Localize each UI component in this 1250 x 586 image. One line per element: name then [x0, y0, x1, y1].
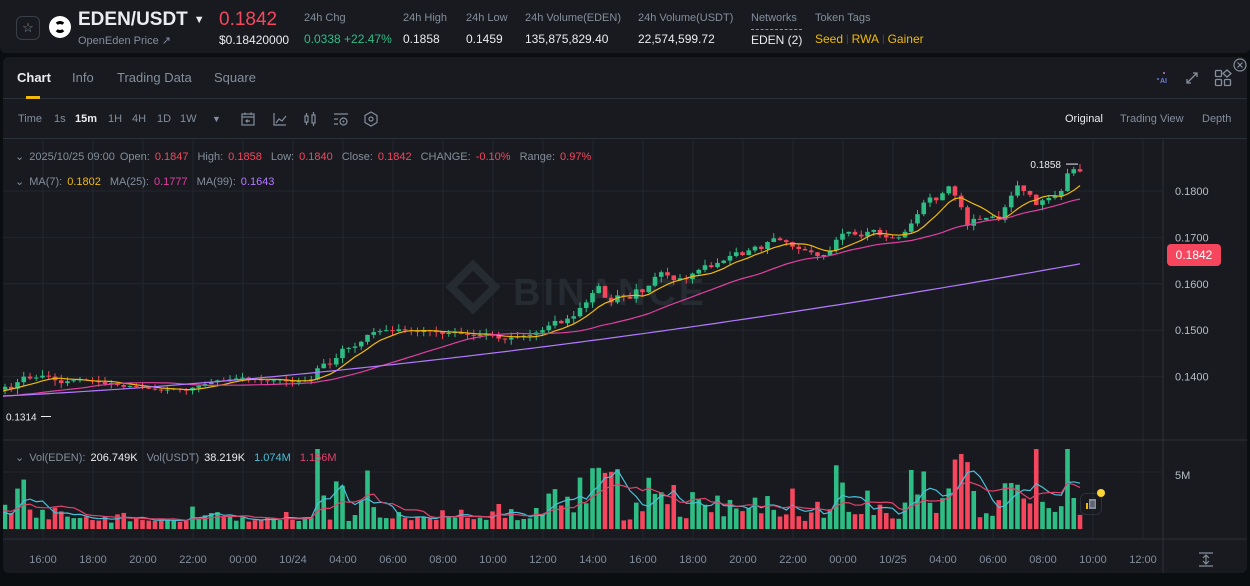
svg-text:0.1314: 0.1314 — [6, 413, 37, 424]
news-icon — [1086, 499, 1096, 509]
svg-text:0.1600: 0.1600 — [1175, 279, 1209, 291]
time-label: Time — [18, 113, 43, 125]
svg-text:14:00: 14:00 — [579, 554, 607, 566]
candlestick-chart[interactable]: 16:00 18:00 20:00 22:00 00:00 10/24 04:00 06:00… — [3, 140, 1247, 573]
svg-text:16:00: 16:00 — [29, 554, 57, 566]
svg-text:AI: AI — [1160, 78, 1167, 85]
market-header: ☆ EDEN/USDT ▼ OpenEden Price ↗ 0.1842 $0… — [0, 0, 1250, 53]
fullscreen-icon[interactable] — [1185, 71, 1199, 85]
svg-text:0.1858: 0.1858 — [1030, 160, 1061, 171]
interval-1d[interactable]: 1D — [157, 113, 172, 125]
volume-legend: ⌄ Vol(EDEN): 206.749K Vol(USDT) 38.219K 1.… — [15, 451, 337, 465]
chart-panel: Chart Info Trading Data Square AI Time 1… — [3, 57, 1247, 573]
collapse-chevron-icon[interactable]: ⌄ — [15, 452, 25, 464]
svg-text:0.1800: 0.1800 — [1175, 186, 1209, 198]
svg-text:18:00: 18:00 — [79, 554, 107, 566]
ohlc-legend: ⌄ 2025/10/25 09:00 Open: 0.1847 High: 0.18… — [15, 150, 592, 164]
svg-text:06:00: 06:00 — [379, 554, 407, 566]
svg-text:00:00: 00:00 — [229, 554, 257, 566]
close-icon[interactable] — [1233, 58, 1247, 72]
tag-seed[interactable]: Seed — [815, 32, 844, 46]
stat-24h-volume-eden: 24h Volume(EDEN) 135,875,829.40 — [525, 12, 621, 46]
star-icon: ☆ — [22, 20, 34, 35]
tab-info[interactable]: Info — [72, 70, 94, 85]
panel-tabs: Chart Info Trading Data Square AI — [3, 57, 1247, 99]
layout-grid-icon[interactable] — [1214, 69, 1232, 87]
svg-text:18:00: 18:00 — [679, 554, 707, 566]
chart-toolbar: Time 1s 15m 1H 4H 1D 1W ▼ Origin — [3, 100, 1247, 139]
svg-text:10/25: 10/25 — [879, 554, 907, 566]
interval-4h[interactable]: 4H — [132, 113, 147, 125]
tag-rwa[interactable]: RWA — [851, 32, 879, 46]
interval-1s[interactable]: 1s — [54, 113, 66, 125]
stat-24h-high: 24h High 0.1858 — [403, 12, 448, 46]
candle-type-icon[interactable] — [301, 110, 319, 128]
svg-text:12:00: 12:00 — [1129, 554, 1157, 566]
current-price-tag: 0.1842 — [1167, 244, 1221, 266]
svg-text:10/24: 10/24 — [279, 554, 307, 566]
svg-text:5M: 5M — [1175, 470, 1190, 482]
token-tags: Token Tags Seed | RWA | Gainer — [815, 12, 924, 46]
view-depth[interactable]: Depth — [1202, 113, 1232, 125]
notification-dot — [1097, 489, 1105, 497]
indicator-chart-icon[interactable] — [271, 110, 289, 128]
last-price-usd: $0.18420000 — [219, 33, 290, 47]
stat-24h-change: 24h Chg 0.0338 +22.47% — [304, 12, 392, 46]
svg-text:22:00: 22:00 — [779, 554, 807, 566]
collapse-chevron-icon[interactable]: ⌄ — [15, 151, 25, 163]
favorite-star-button[interactable]: ☆ — [16, 16, 40, 40]
view-trading-view[interactable]: Trading View — [1120, 113, 1184, 125]
last-price: 0.1842 — [219, 9, 278, 30]
tab-square[interactable]: Square — [214, 70, 256, 85]
calendar-icon[interactable] — [239, 110, 257, 128]
tag-gainer[interactable]: Gainer — [887, 32, 924, 46]
interval-1h[interactable]: 1H — [108, 113, 123, 125]
ai-icon[interactable]: AI — [1156, 71, 1170, 85]
svg-text:12:00: 12:00 — [529, 554, 557, 566]
eden-token-logo — [49, 16, 71, 38]
interval-15m[interactable]: 15m — [75, 113, 98, 125]
svg-text:06:00: 06:00 — [979, 554, 1007, 566]
svg-text:08:00: 08:00 — [1029, 554, 1057, 566]
stat-24h-low: 24h Low 0.1459 — [466, 12, 508, 46]
hexagon-settings-icon[interactable] — [362, 110, 380, 128]
svg-text:20:00: 20:00 — [129, 554, 157, 566]
chart-settings-list-icon[interactable] — [332, 110, 350, 128]
svg-text:20:00: 20:00 — [729, 554, 757, 566]
stat-24h-volume-usdt: 24h Volume(USDT) 22,574,599.72 — [638, 12, 734, 46]
ma-legend: ⌄ MA(7): 0.1802 MA(25): 0.1777 MA(99): 0.16… — [15, 175, 275, 189]
svg-text:04:00: 04:00 — [329, 554, 357, 566]
svg-text:04:00: 04:00 — [929, 554, 957, 566]
active-tab-indicator — [26, 96, 40, 99]
tab-chart[interactable]: Chart — [17, 70, 51, 85]
svg-text:0.1500: 0.1500 — [1175, 325, 1209, 337]
view-original[interactable]: Original — [1065, 113, 1103, 125]
svg-text:0.1700: 0.1700 — [1175, 232, 1209, 244]
collapse-chevron-icon[interactable]: ⌄ — [15, 176, 25, 188]
svg-text:22:00: 22:00 — [179, 554, 207, 566]
pair-selector[interactable]: EDEN/USDT ▼ — [78, 9, 205, 31]
svg-text:10:00: 10:00 — [479, 554, 507, 566]
networks[interactable]: Networks EDEN (2) — [751, 12, 803, 47]
interval-1w[interactable]: 1W — [180, 113, 197, 125]
svg-text:0.1400: 0.1400 — [1175, 372, 1209, 384]
pair-name: EDEN/USDT — [78, 9, 188, 30]
news-button[interactable] — [1080, 493, 1102, 515]
svg-text:10:00: 10:00 — [1079, 554, 1107, 566]
more-intervals-caret-icon[interactable]: ▼ — [212, 114, 221, 124]
chart-area[interactable]: 16:00 18:00 20:00 22:00 00:00 10/24 04:00 06:00… — [3, 140, 1247, 573]
svg-text:00:00: 00:00 — [829, 554, 857, 566]
svg-text:16:00: 16:00 — [629, 554, 657, 566]
caret-down-icon: ▼ — [193, 14, 205, 26]
tab-trading-data[interactable]: Trading Data — [117, 70, 192, 85]
token-price-link[interactable]: OpenEden Price ↗ — [78, 35, 171, 47]
svg-text:08:00: 08:00 — [429, 554, 457, 566]
